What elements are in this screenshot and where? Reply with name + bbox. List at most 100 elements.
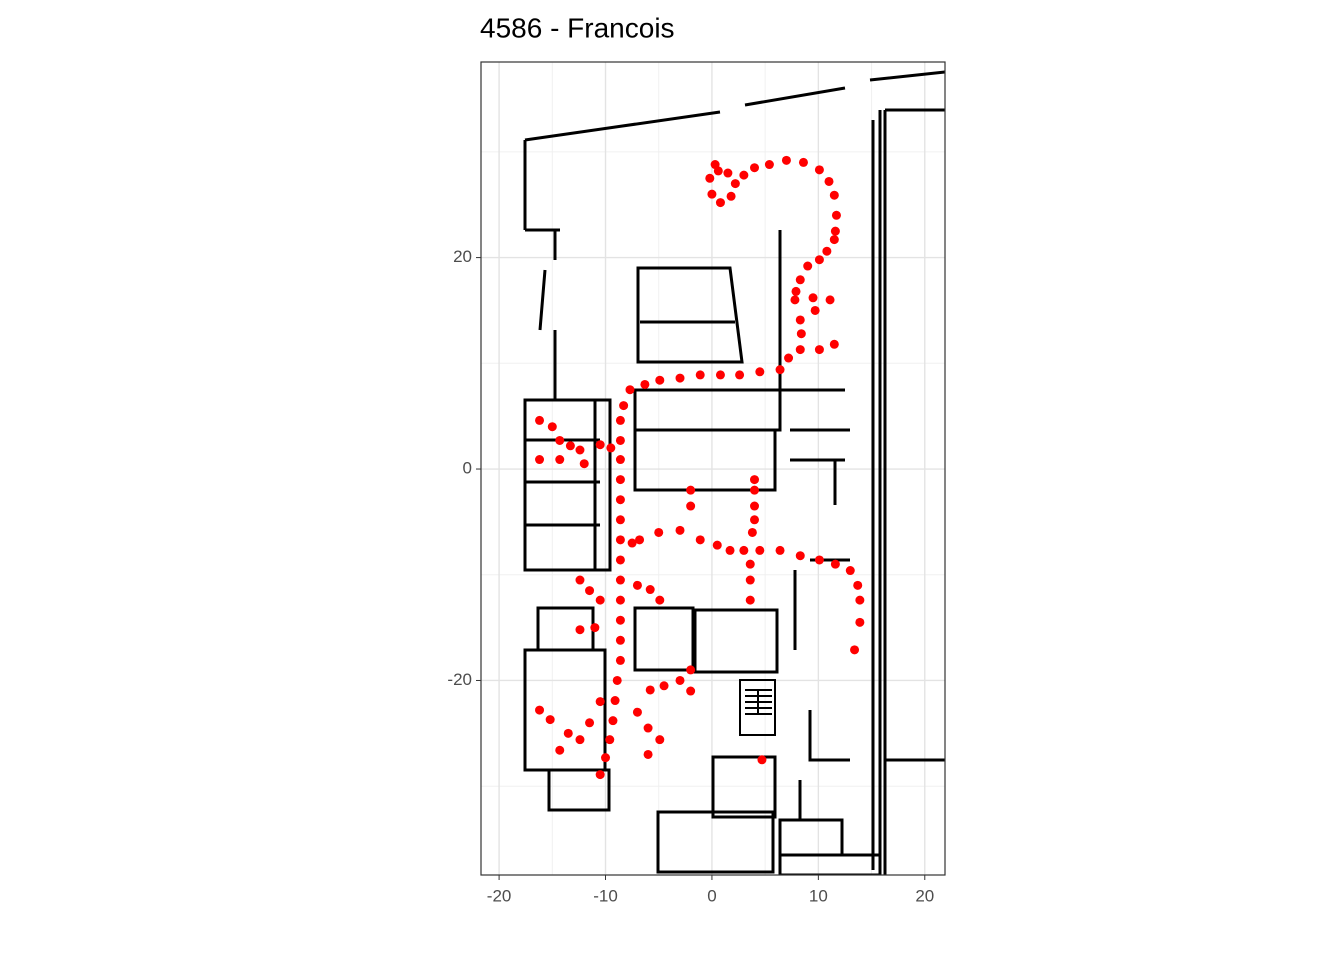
point: [745, 575, 755, 585]
point: [575, 735, 585, 745]
point: [619, 401, 629, 411]
point: [822, 246, 832, 256]
point: [829, 339, 839, 349]
point: [612, 675, 622, 685]
point: [654, 527, 664, 537]
point: [825, 295, 835, 305]
point: [615, 615, 625, 625]
point: [730, 179, 740, 189]
point: [632, 707, 642, 717]
room: [711, 755, 777, 819]
point: [723, 168, 733, 178]
point: [675, 373, 685, 383]
point: [575, 625, 585, 635]
point: [615, 655, 625, 665]
point: [640, 379, 650, 389]
point: [750, 501, 760, 511]
point: [601, 753, 611, 763]
point: [555, 745, 565, 755]
point: [830, 559, 840, 569]
point: [645, 585, 655, 595]
point: [855, 595, 865, 605]
y-tick-label: 20: [453, 247, 472, 266]
point: [535, 705, 545, 715]
point: [615, 415, 625, 425]
point: [745, 595, 755, 605]
y-tick-label: 0: [463, 459, 472, 478]
point: [615, 595, 625, 605]
point: [829, 235, 839, 245]
point: [615, 455, 625, 465]
stairs: [739, 679, 776, 736]
point: [795, 551, 805, 561]
point: [755, 545, 765, 555]
chart-title: 4586 - Francois: [480, 12, 675, 43]
point: [675, 525, 685, 535]
x-tick-label: -20: [487, 886, 512, 905]
point: [764, 160, 774, 170]
point: [850, 645, 860, 655]
point: [757, 755, 767, 765]
point: [645, 685, 655, 695]
point: [739, 170, 749, 180]
point: [615, 575, 625, 585]
point: [845, 566, 855, 576]
point: [606, 443, 616, 453]
point: [585, 718, 595, 728]
point: [803, 261, 813, 271]
point: [715, 198, 725, 208]
point: [735, 370, 745, 380]
point: [810, 305, 820, 315]
point: [795, 345, 805, 355]
point: [605, 735, 615, 745]
points: [535, 155, 865, 780]
room: [656, 810, 775, 874]
point: [635, 535, 645, 545]
point: [615, 435, 625, 445]
point: [659, 681, 669, 691]
point: [608, 716, 618, 726]
room: [633, 606, 695, 672]
point: [595, 440, 605, 450]
point: [775, 365, 785, 375]
point: [615, 515, 625, 525]
point: [831, 210, 841, 220]
point: [655, 375, 665, 385]
point: [695, 370, 705, 380]
point: [824, 176, 834, 186]
point: [563, 728, 573, 738]
point: [632, 580, 642, 590]
y-tick-label: -20: [447, 670, 472, 689]
point: [655, 735, 665, 745]
wall: [525, 400, 600, 570]
point: [625, 385, 635, 395]
point: [712, 540, 722, 550]
point: [781, 155, 791, 165]
point: [750, 163, 760, 173]
point: [750, 485, 760, 495]
room: [523, 398, 612, 572]
point: [615, 555, 625, 565]
point: [575, 575, 585, 585]
point: [715, 370, 725, 380]
x-tick-label: 20: [915, 886, 934, 905]
point: [814, 345, 824, 355]
room: [693, 608, 779, 674]
point: [545, 715, 555, 725]
point: [855, 617, 865, 627]
point: [595, 595, 605, 605]
point: [535, 455, 545, 465]
point: [790, 295, 800, 305]
point: [579, 459, 589, 469]
point: [615, 635, 625, 645]
x-tick-label: 0: [707, 886, 716, 905]
point: [595, 770, 605, 780]
point: [535, 415, 545, 425]
point: [784, 353, 794, 363]
wall: [636, 230, 850, 505]
point: [814, 555, 824, 565]
room: [547, 768, 611, 812]
point: [808, 293, 818, 303]
point: [547, 422, 557, 432]
